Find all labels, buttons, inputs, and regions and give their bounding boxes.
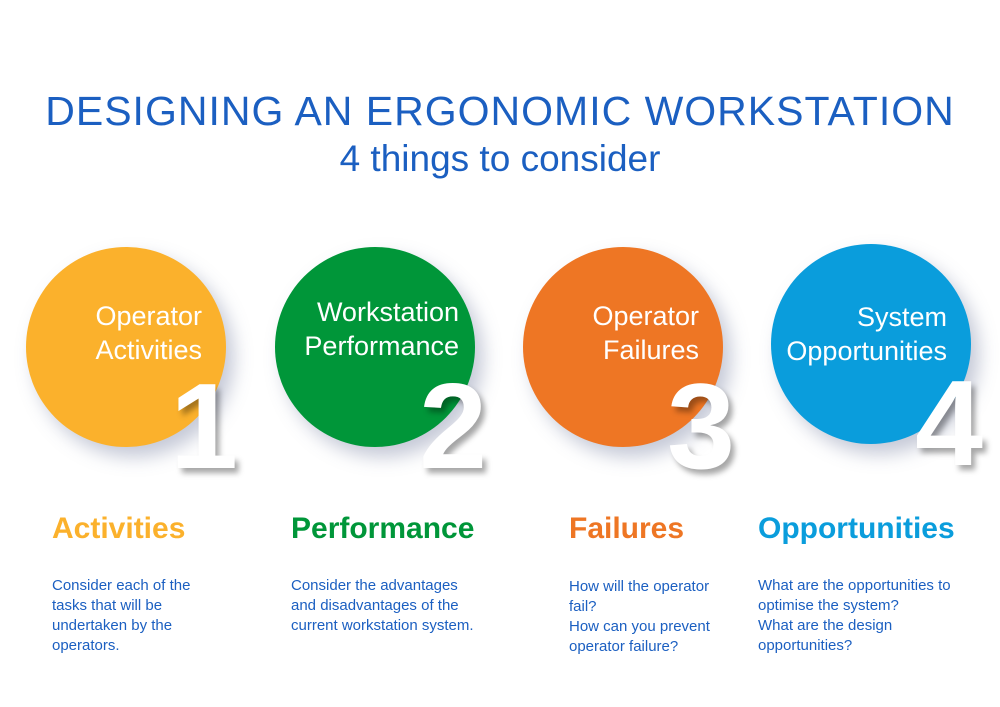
step-number: 3	[667, 358, 735, 494]
circle-label: Workstation	[316, 297, 459, 327]
step-number: 2	[419, 358, 487, 494]
description-failures: How will the operator fail? How can you …	[569, 578, 710, 655]
circle-label: Operator	[592, 301, 699, 331]
step-number: 1	[170, 358, 238, 494]
circle-label: Operator	[95, 301, 202, 331]
page-title: DESIGNING AN ERGONOMIC WORKSTATION	[45, 88, 955, 134]
circle-operator-activities: Operator Activities 1	[26, 247, 238, 487]
step-number: 4	[915, 355, 983, 491]
heading-performance: Performance	[291, 512, 475, 545]
circle-label: Opportunities	[786, 336, 947, 366]
circle-label: Activities	[95, 335, 202, 365]
circle-label: Failures	[602, 335, 699, 365]
circle-workstation-performance: Workstation Performance 2	[275, 247, 487, 487]
circle-operator-failures: Operator Failures 3	[523, 247, 735, 487]
description-opportunities: What are the opportunities to optimise t…	[758, 577, 951, 654]
circle-label: Performance	[304, 331, 459, 361]
heading-failures: Failures	[569, 512, 685, 545]
heading-opportunities: Opportunities	[758, 512, 955, 545]
heading-activities: Activities	[52, 512, 186, 545]
circle-label: System	[856, 302, 947, 332]
description-activities: Consider each of the tasks that will be …	[52, 577, 191, 654]
description-performance: Consider the advantages and disadvantage…	[291, 577, 474, 634]
circle-system-opportunities: System Opportunities 4	[771, 244, 983, 484]
page-subtitle: 4 things to consider	[339, 138, 661, 179]
